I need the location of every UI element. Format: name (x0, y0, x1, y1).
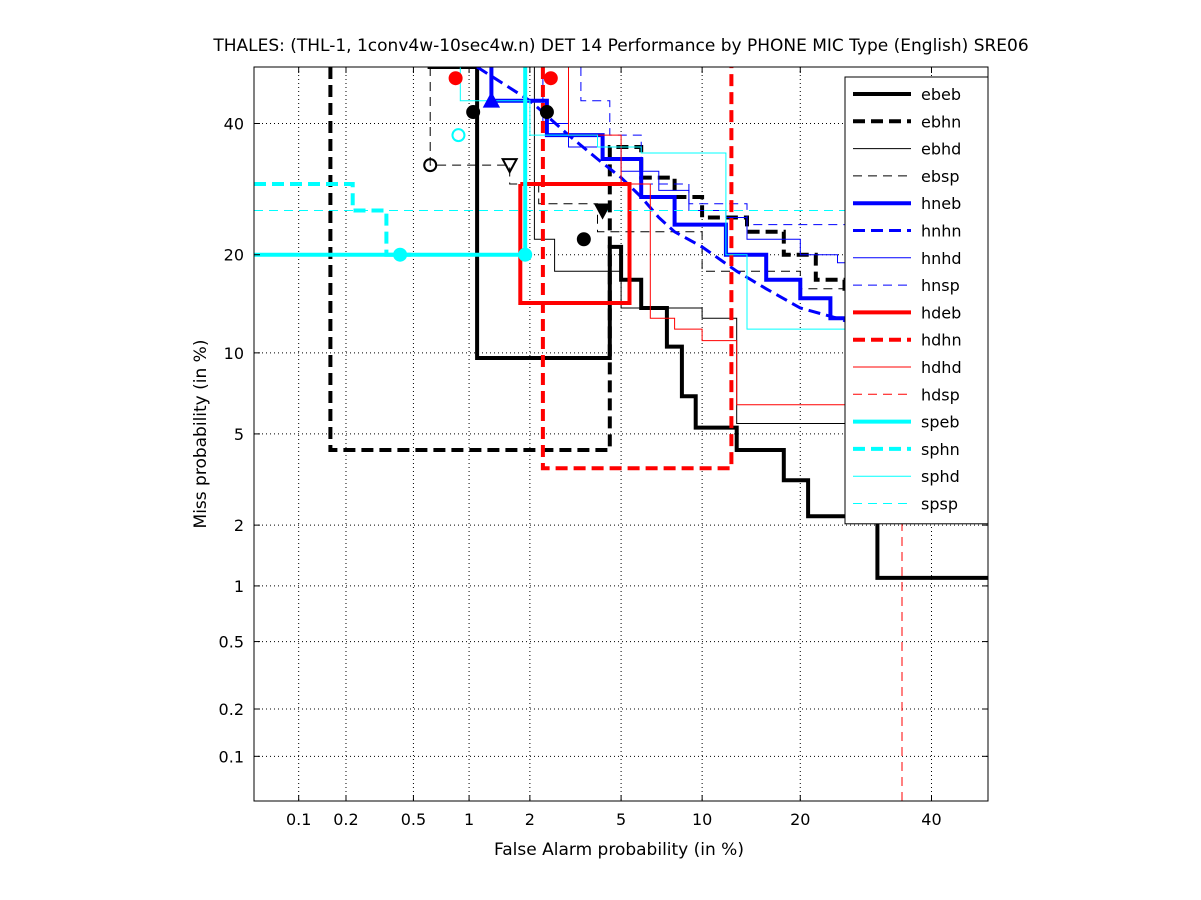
legend-label-ebhn: ebhn (921, 112, 961, 131)
legend-label-sphd: sphd (921, 467, 960, 486)
series-line-sphn (254, 182, 414, 257)
y-tick-label: 5 (234, 425, 244, 444)
marker-hneb (482, 91, 501, 108)
x-tick-label: 0.5 (401, 810, 426, 829)
legend-label-hdhn: hdhn (921, 331, 962, 350)
marker-ebeb (576, 232, 591, 247)
legend-box (844, 76, 989, 525)
marker-ebhn (593, 203, 612, 220)
x-tick-label: 0.2 (333, 810, 358, 829)
x-tick-label: 0.1 (286, 810, 311, 829)
y-tick-label: 2 (234, 516, 244, 535)
marker-hdhn (543, 71, 558, 86)
y-tick-label: 10 (224, 344, 244, 363)
x-tick-label: 20 (790, 810, 810, 829)
legend-label-hdeb: hdeb (921, 303, 961, 322)
legend-label-hnhd: hnhd (921, 249, 962, 268)
y-tick-label: 40 (224, 115, 244, 134)
legend-label-hdsp: hdsp (921, 385, 960, 404)
legend-label-hneb: hneb (921, 194, 961, 213)
marker-ebsp (423, 158, 438, 173)
legend-label-speb: speb (921, 413, 960, 432)
marker-ebhn (539, 105, 554, 120)
legend-label-ebhd: ebhd (921, 140, 961, 159)
legend-label-ebsp: ebsp (921, 167, 960, 186)
marker-speb (518, 247, 533, 262)
legend-label-spsp: spsp (921, 495, 958, 514)
y-tick-label: 0.1 (219, 747, 244, 766)
chart-title: THALES: (THL-1, 1conv4w-10sec4w.n) DET 1… (212, 36, 1028, 56)
series-line-hdeb (518, 182, 632, 305)
legend-label-hdhd: hdhd (921, 358, 962, 377)
x-tick-label: 40 (921, 810, 941, 829)
legend-label-hnhn: hnhn (921, 222, 962, 241)
series-line-hdhn (540, 67, 734, 471)
marker-ebsp (500, 158, 519, 175)
y-tick-label: 1 (234, 577, 244, 596)
x-tick-label: 1 (464, 810, 474, 829)
y-axis-ticks: 0.1 0.2 0.5 1 2 5 10 20 40 (219, 115, 988, 766)
legend-label-ebeb: ebeb (921, 85, 961, 104)
series-lines (254, 67, 988, 801)
legend-label-sphn: sphn (921, 440, 960, 459)
series-line-hdhd (568, 67, 988, 406)
x-tick-label: 2 (525, 810, 535, 829)
y-tick-label: 0.5 (219, 633, 244, 652)
x-tick-label: 10 (692, 810, 712, 829)
series-line-hnsp (580, 67, 988, 226)
x-tick-label: 5 (616, 810, 626, 829)
series-line-sphd (254, 67, 988, 330)
marker-ebeb (466, 105, 481, 120)
marker-hdeb (448, 71, 463, 86)
x-axis-ticks: 0.1 0.2 0.5 1 2 5 10 20 40 (286, 67, 942, 829)
marker-speb (393, 247, 408, 262)
marker-sphn (451, 128, 466, 143)
y-tick-label: 0.2 (219, 700, 244, 719)
legend-label-hnsp: hnsp (921, 276, 960, 295)
y-axis-label: Miss probability (in %) (191, 340, 211, 529)
legend: ebeb ebhn ebhd ebsp hneb hnhn hnhd hnsp hdeb hdhn… (844, 76, 989, 525)
x-axis-label: False Alarm probability (in %) (494, 840, 744, 860)
y-tick-label: 20 (224, 246, 244, 265)
series-markers (393, 71, 612, 262)
